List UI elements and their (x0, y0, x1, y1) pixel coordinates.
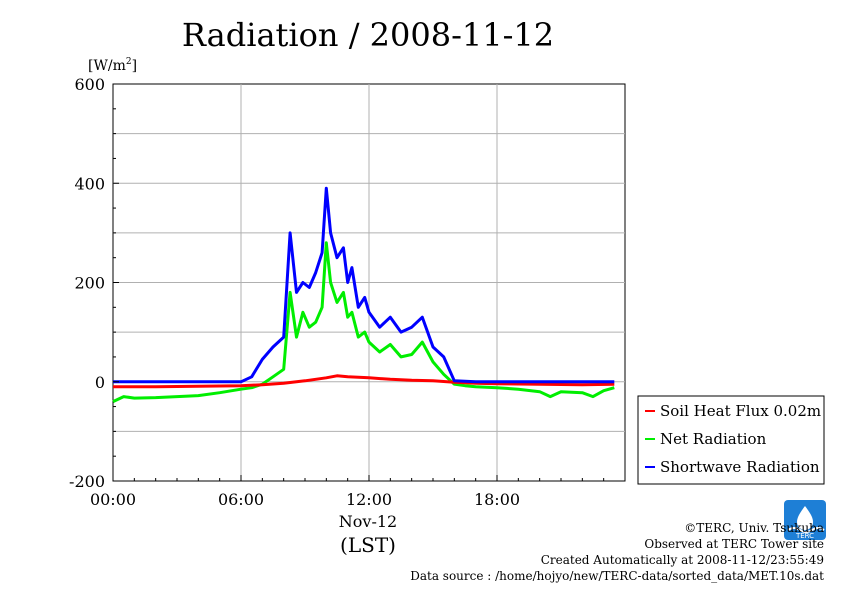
legend-item-soil-heat-flux: Soil Heat Flux 0.02m (645, 402, 821, 420)
y-tick-label: -200 (69, 472, 105, 491)
y-tick-label: 0 (95, 373, 105, 392)
footer-observed: Observed at TERC Tower site (644, 537, 824, 551)
legend: Soil Heat Flux 0.02m Net Radiation Short… (637, 395, 825, 485)
footer-source: Data source : /home/hojyo/new/TERC-data/… (410, 569, 824, 583)
x-tick-label: 00:00 (90, 490, 136, 509)
footer-copyright: ©TERC, Univ. Tsukuba (684, 521, 824, 535)
series-line-net-radiation (112, 241, 615, 403)
footer-created: Created Automatically at 2008-11-12/23:5… (540, 553, 824, 567)
series-line-soil-heat-flux-0-02m (113, 374, 615, 389)
x-axis-date-label: Nov-12 (339, 512, 397, 531)
legend-item-net-radiation: Net Radiation (645, 430, 767, 448)
grid-lines (113, 84, 625, 481)
x-tick-label: 06:00 (218, 490, 264, 509)
data-series (112, 186, 615, 403)
y-tick-label: 200 (74, 274, 105, 293)
x-tick-label: 18:00 (474, 490, 520, 509)
terc-logo-text: TERC (795, 532, 814, 540)
legend-label-shortwave-radiation: Shortwave Radiation (660, 458, 820, 476)
chart-title: Radiation / 2008-11-12 (182, 16, 554, 54)
chart-footer: ©TERC, Univ. Tsukuba Observed at TERC To… (410, 520, 824, 584)
x-tick-label: 12:00 (346, 490, 392, 509)
legend-item-shortwave-radiation: Shortwave Radiation (645, 458, 820, 476)
legend-label-soil-heat-flux: Soil Heat Flux 0.02m (660, 402, 821, 420)
y-tick-label: 400 (74, 174, 105, 193)
legend-box (637, 395, 825, 485)
y-axis-unit: [W/m2] (88, 57, 137, 74)
series-line-shortwave-radiation (113, 186, 615, 384)
terc-logo-icon: TERC (784, 500, 826, 540)
x-axis-label: (LST) (340, 533, 396, 557)
y-tick-label: 600 (74, 75, 105, 94)
legend-label-net-radiation: Net Radiation (660, 430, 767, 448)
